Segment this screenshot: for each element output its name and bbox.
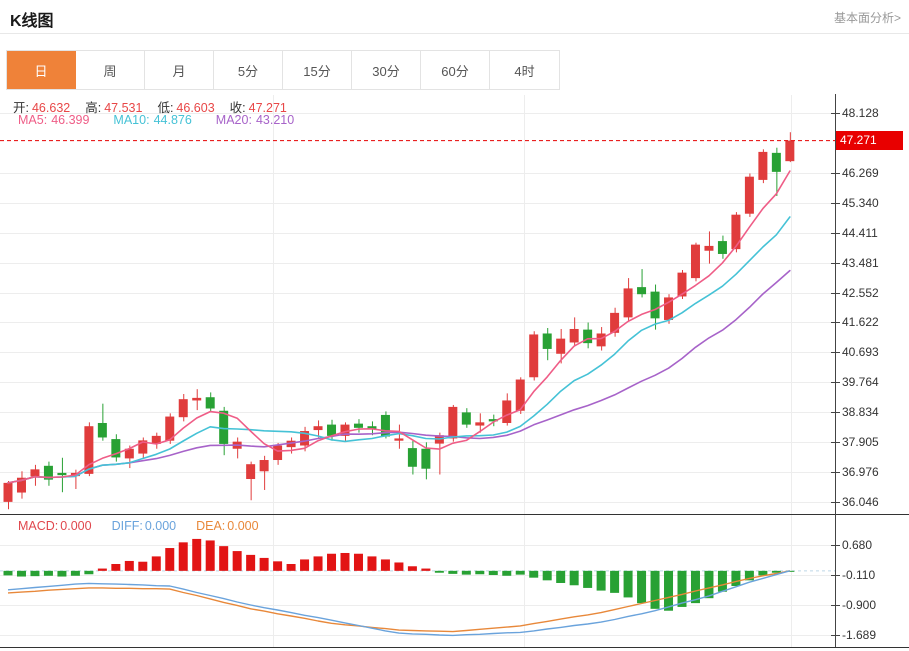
- macd-label: MACD:: [18, 519, 59, 533]
- tab-30min[interactable]: 30分: [352, 51, 421, 89]
- price-axis-label: 45.340: [842, 196, 879, 210]
- price-axis-label: 42.552: [842, 286, 879, 300]
- macd-axis-label: -0.900: [842, 598, 877, 612]
- period-tab-bar: 日周月 5分 15分 30分 60分 4时: [6, 50, 560, 90]
- low-label: 低:: [157, 101, 174, 115]
- macd-pair: MACD: 0.000: [18, 519, 92, 533]
- open-label: 开:: [13, 101, 29, 115]
- dea-value: 0.000: [227, 519, 259, 533]
- price-axis-label: 46.269: [842, 166, 879, 180]
- tab-4hour[interactable]: 4时: [490, 51, 559, 89]
- macd-axis-label: -1.689: [842, 628, 877, 642]
- high-label: 高:: [85, 101, 102, 115]
- ma5-value: 46.399: [51, 113, 90, 127]
- close-label: 收:: [229, 101, 246, 115]
- price-axis-label: 38.834: [842, 405, 879, 419]
- macd-value: 0.000: [60, 519, 92, 533]
- price-axis-label: 43.481: [842, 256, 879, 270]
- diff-value: 0.000: [144, 519, 177, 533]
- dea-pair: DEA: 0.000: [196, 519, 258, 533]
- price-axis-label: 44.411: [842, 226, 878, 240]
- macd-axis-label: 0.680: [842, 538, 873, 552]
- macd-summary: MACD: 0.000 DIFF: 0.000 DEA: 0.000: [18, 519, 259, 533]
- ma10-label: MA10:: [113, 113, 150, 127]
- dea-label: DEA:: [196, 519, 226, 533]
- fundamental-analysis-link[interactable]: 基本面分析>: [833, 11, 901, 25]
- ma20-label: MA20:: [215, 113, 252, 127]
- tab-day[interactable]: 日: [7, 51, 76, 89]
- high-value: 47.531: [104, 101, 143, 115]
- high-pair: 高: 47.531: [85, 97, 142, 116]
- close-pair: 收: 47.271: [230, 97, 287, 116]
- price-axis-label: 48.128: [842, 106, 879, 120]
- price-axis-label: 39.764: [842, 375, 879, 389]
- ma20-pair: MA20: 43.210: [216, 113, 294, 127]
- price-axis-label: 37.905: [842, 435, 879, 449]
- header: K线图 基本面分析>: [0, 0, 909, 34]
- page-title: K线图: [10, 13, 54, 30]
- low-value: 46.603: [176, 101, 215, 115]
- tab-60min[interactable]: 60分: [421, 51, 490, 89]
- macd-axis-label: -0.110: [842, 568, 876, 582]
- open-pair: 开: 46.632: [13, 97, 70, 116]
- ma-summary: MA5: 46.399 MA10: 44.876 MA20: 43.210: [18, 113, 294, 127]
- price-axis-label: 40.693: [842, 345, 879, 359]
- close-value: 47.271: [248, 101, 287, 115]
- ohlc-summary: 开: 46.632 高: 47.531 低: 46.603 收: 47.271: [13, 97, 287, 116]
- ma10-value: 44.876: [153, 113, 192, 127]
- price-axis-label: 36.976: [842, 465, 879, 479]
- low-pair: 低: 46.603: [157, 97, 214, 116]
- tab-15min[interactable]: 15分: [283, 51, 352, 89]
- ma5-pair: MA5: 46.399: [18, 113, 89, 127]
- current-price-tag: 47.271: [836, 131, 903, 150]
- tab-month[interactable]: 月: [145, 51, 214, 89]
- diff-label: DIFF:: [111, 519, 143, 533]
- tab-5min[interactable]: 5分: [214, 51, 283, 89]
- ma5-label: MA5:: [18, 113, 48, 127]
- price-axis-label: 41.622: [842, 315, 879, 329]
- diff-pair: DIFF: 0.000: [112, 519, 177, 533]
- tab-week[interactable]: 周: [76, 51, 145, 89]
- open-value: 46.632: [31, 101, 71, 115]
- price-axis-label: 36.046: [842, 495, 879, 509]
- ma20-value: 43.210: [255, 113, 295, 127]
- ma10-pair: MA10: 44.876: [113, 113, 191, 127]
